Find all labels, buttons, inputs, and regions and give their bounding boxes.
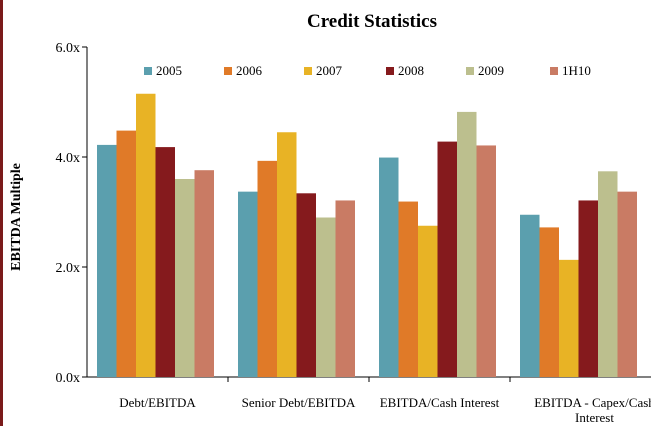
legend-swatch <box>466 67 474 75</box>
legend-swatch <box>386 67 394 75</box>
bar-2008-2 <box>297 193 317 377</box>
bar-2009-1 <box>175 179 195 377</box>
bar-2007-3 <box>418 226 438 377</box>
bar-2009-3 <box>457 112 477 377</box>
legend-swatch <box>304 67 312 75</box>
bar-2008-3 <box>438 142 458 377</box>
bar-2009-2 <box>316 218 336 378</box>
bar-2005-1 <box>97 145 117 377</box>
y-tick-label: 2.0x <box>56 261 81 276</box>
bar-2008-1 <box>156 147 176 377</box>
bar-2006-2 <box>258 161 278 377</box>
legend-item-2007: 2007 <box>304 63 343 78</box>
legend-item-2006: 2006 <box>224 63 263 78</box>
legend-label: 2009 <box>478 63 504 78</box>
x-category-label: Senior Debt/EBITDA <box>242 395 356 410</box>
bar-1h10-4 <box>618 192 638 377</box>
legend-swatch <box>144 67 152 75</box>
bar-1h10-2 <box>336 200 356 377</box>
bar-2009-4 <box>598 171 618 377</box>
x-category-label: EBITDA - Capex/Cash <box>534 395 651 410</box>
y-tick-label: 4.0x <box>56 151 81 166</box>
legend-swatch <box>550 67 558 75</box>
legend-item-1h10: 1H10 <box>550 63 591 78</box>
bar-2007-2 <box>277 132 297 377</box>
y-axis-label: EBITDA Multiple <box>9 163 24 271</box>
bar-2005-3 <box>379 158 399 377</box>
y-tick-label: 6.0x <box>56 41 81 56</box>
legend-label: 2008 <box>398 63 424 78</box>
plot-area: 0.0x 2.0x 4.0x 6.0x Debt/EBITDA Senior Debt/E… <box>56 41 651 425</box>
chart-title: Credit Statistics <box>307 11 437 32</box>
y-tick-label: 0.0x <box>56 371 81 386</box>
legend-item-2008: 2008 <box>386 63 424 78</box>
legend-label: 1H10 <box>562 63 591 78</box>
bar-2006-4 <box>540 227 560 377</box>
bar-2007-4 <box>559 260 579 377</box>
legend-label: 2005 <box>156 63 182 78</box>
x-category-label: EBITDA/Cash Interest <box>380 395 500 410</box>
left-border-rule <box>0 0 3 426</box>
bar-2007-1 <box>136 94 156 377</box>
bar-2005-4 <box>520 215 540 377</box>
legend-swatch <box>224 67 232 75</box>
bar-2008-4 <box>579 200 599 377</box>
legend-item-2009: 2009 <box>466 63 504 78</box>
legend-label: 2007 <box>316 63 343 78</box>
bar-2006-1 <box>117 131 137 377</box>
legend-label: 2006 <box>236 63 263 78</box>
bar-1h10-1 <box>195 170 215 377</box>
bar-1h10-3 <box>477 145 497 377</box>
bar-2006-3 <box>399 202 419 377</box>
x-category-label: Interest <box>575 410 614 425</box>
legend-item-2005: 2005 <box>144 63 182 78</box>
bar-2005-2 <box>238 192 258 377</box>
x-category-label: Debt/EBITDA <box>119 395 196 410</box>
